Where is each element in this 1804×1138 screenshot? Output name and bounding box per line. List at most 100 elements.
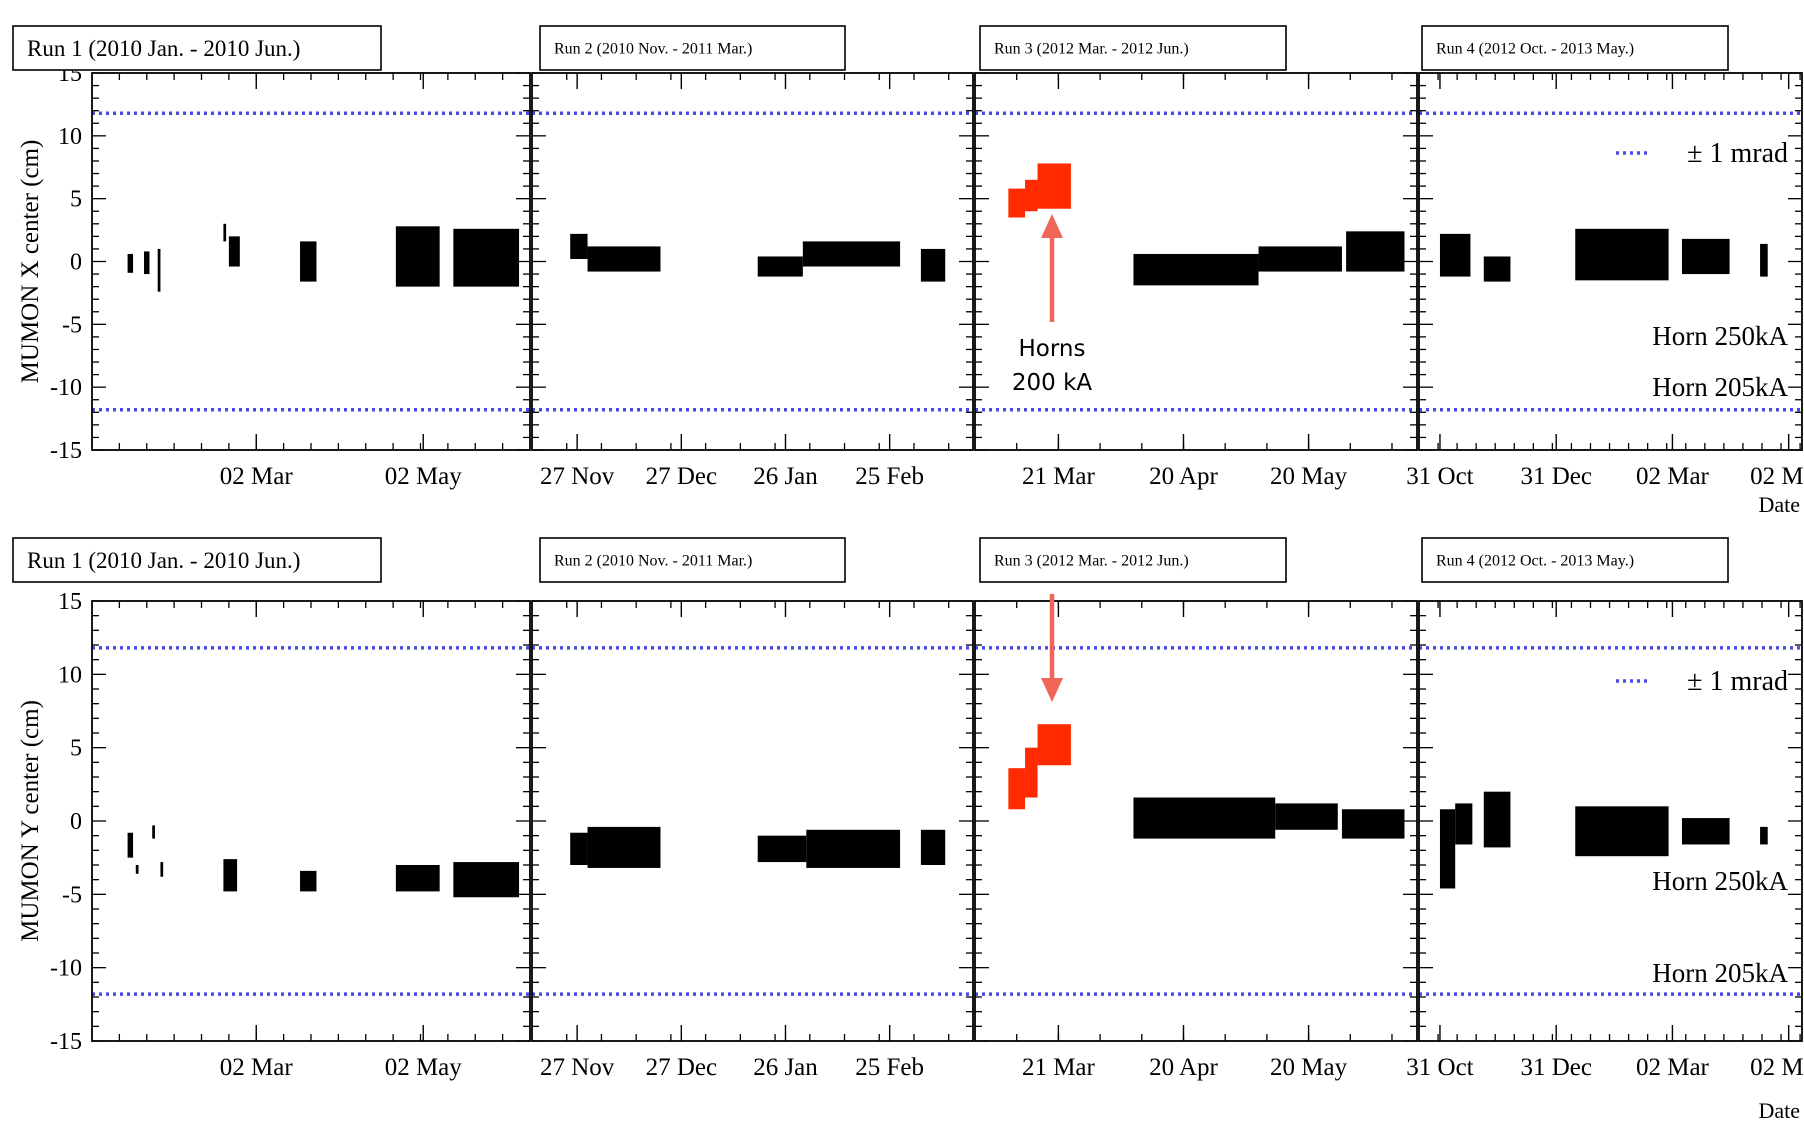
panel-title-box [979,25,1287,71]
y-tick-label: -5 [62,882,82,908]
y-axis-label: MUMON Y center (cm) [17,700,44,942]
data-segment [757,256,803,277]
data-segment [1258,246,1342,272]
panel-1: 02 Mar 02 May Run 1 (2010 Jan. - 2010 Jun.… [12,25,531,490]
y-tick-label: 15 [58,589,82,615]
x-axis-label: Date [1758,492,1800,517]
x-tick-label: 02 Mar [220,463,294,490]
x-tick-label: 20 May [1270,1054,1348,1081]
x-tick-label: 02 May [385,463,463,490]
y-tick-label: -5 [62,312,82,338]
legend-1mrad-label: ± 1 mrad [1687,138,1788,169]
panel-title-box [1421,25,1729,71]
y-tick-label: 10 [58,662,82,688]
panel-title: Run 2 (2010 Nov. - 2011 Mar.) [554,553,752,570]
y-tick-label: 5 [70,187,82,213]
panel-title: Run 4 (2012 Oct. - 2013 May.) [1436,41,1634,58]
x-tick-label: 27 Nov [540,1054,615,1081]
data-segment [223,223,227,242]
horns-200ka-annotation: Horns 200 kA [1012,214,1093,702]
y-tick-label: -10 [50,956,82,982]
x-tick-label: 02 Mar [1636,463,1710,490]
data-segment [152,825,155,839]
data-segment-horn-205 [1008,188,1026,218]
panel-title: Run 2 (2010 Nov. - 2011 Mar.) [554,41,752,58]
data-segment [127,253,134,273]
x-tick-label: 02 Mar [1636,1054,1710,1081]
data-segment [1681,818,1730,845]
data-segment [587,826,661,868]
x-tick-label: 31 Oct [1406,463,1473,490]
data-segment [757,835,807,863]
data-segment [1439,233,1471,277]
data-segment-horn-205 [1025,747,1038,798]
panel-2: 27 Nov 27 Dec 26 Jan 25 Feb Run 2 (2010 Nov.… [531,25,974,490]
data-segment [570,832,588,865]
data-segment [453,862,520,898]
data-segment [1760,826,1768,845]
x-tick-label: 27 Dec [646,463,718,490]
data-segment [587,246,661,272]
panel-frame [91,600,531,1042]
y-tick-label: -15 [50,438,82,464]
x-tick-label: 31 Dec [1520,1054,1592,1081]
data-segment [300,241,317,282]
data-segment [806,829,901,868]
panel-3: 21 Mar 20 Apr 20 May Run 3 (2012 Mar. - 201… [974,537,1418,1081]
panel-title-box [1421,537,1729,583]
data-segment [300,870,317,892]
x-axis-label: Date [1758,1098,1800,1123]
x-tick-label: 26 Jan [753,463,818,490]
y-tick-label: -15 [50,1029,82,1055]
y-center-row: MUMON Y center (cm) -15 -10 -5 0 5 10 15 02 Mar 0… [12,537,1804,1123]
data-segment [127,832,134,858]
data-segment-horn-205 [1037,724,1071,766]
x-tick-label: 20 Apr [1149,463,1218,490]
panel-title: Run 1 (2010 Jan. - 2010 Jun.) [27,548,300,573]
data-segment [802,241,901,267]
panel-2: 27 Nov 27 Dec 26 Jan 25 Feb Run 2 (2010 Nov.… [531,537,974,1081]
data-segment [570,233,588,259]
data-segment [135,865,139,874]
legend-horn-205ka: Horn 205kA [1652,372,1788,402]
x-tick-label: 20 Apr [1149,1054,1218,1081]
legend-horn-250ka: Horn 250kA [1652,321,1788,351]
y-tick-label: 0 [70,809,82,835]
panel-3: 21 Mar 20 Apr 20 May Run 3 (2012 Mar. - 201… [974,25,1418,490]
data-segment [1483,256,1511,282]
data-segment [1275,803,1338,830]
data-segment [144,251,150,275]
data-segment-horn-205 [1037,163,1071,209]
annotation-label-200ka: 200 kA [1012,370,1093,396]
data-segment [395,226,440,287]
panel-title: Run 1 (2010 Jan. - 2010 Jun.) [27,36,300,61]
legend-horn-205ka: Horn 205kA [1652,958,1788,988]
data-segment [1133,797,1276,839]
x-tick-label: 27 Nov [540,463,615,490]
x-tick-label: 02 May [385,1054,463,1081]
data-segment [1341,809,1405,839]
data-segment [1346,231,1405,272]
panel-title-box [979,537,1287,583]
panel-title: Run 3 (2012 Mar. - 2012 Jun.) [994,41,1189,58]
panel-4: 31 Oct 31 Dec 02 Mar 02 May Run 4 (2012 Oct.… [1406,25,1804,490]
data-segment [920,829,946,865]
panel-title-box [12,25,382,71]
data-segment [1575,228,1669,281]
data-segment [228,236,240,267]
x-tick-label: 21 Mar [1022,1054,1096,1081]
data-segment [1483,791,1511,848]
data-segment [157,248,161,292]
data-segment [223,859,238,892]
y-tick-label: 10 [58,124,82,150]
data-segment [920,248,946,282]
panel-title-box [539,25,846,71]
panel-title-box [539,537,846,583]
annotation-arrowhead [1041,214,1063,238]
panel-title: Run 4 (2012 Oct. - 2013 May.) [1436,553,1634,570]
y-tick-label: 5 [70,736,82,762]
data-segment [1760,243,1768,277]
data-segment [1133,253,1259,286]
data-segment [1681,238,1730,275]
